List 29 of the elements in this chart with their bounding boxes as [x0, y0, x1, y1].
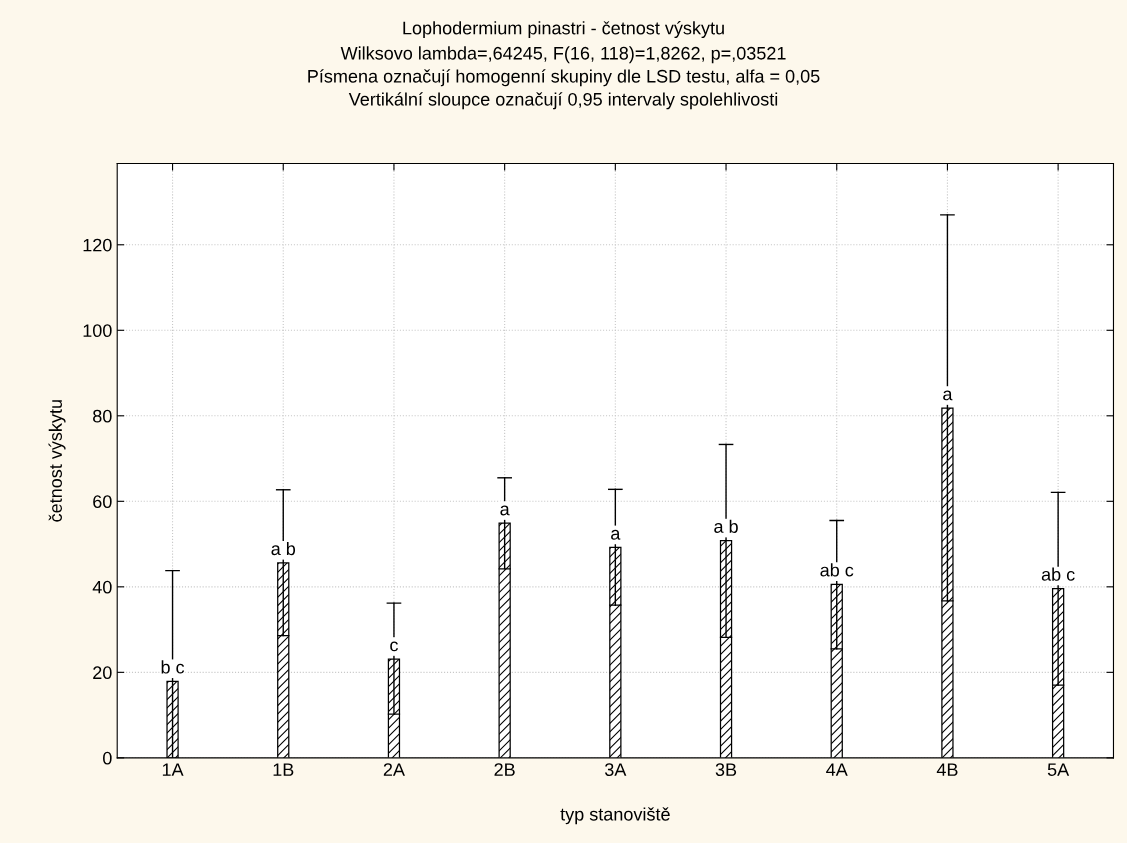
x-tick-label: 4A: [826, 763, 848, 776]
x-tick-label: 5A: [1047, 763, 1070, 776]
y-tick-label: 0: [103, 751, 112, 765]
annotation: ab c: [1041, 567, 1075, 581]
chart-subtitle: Wilksovo lambda=,64245, F(16, 118)=1,8262, p=,03521 Písmena označují homogenní skupiny dle LSD testu, alfa = 0,05 Vertikální sloupce označují 0,95 intervaly spolehlivosti: [308, 46, 820, 110]
y-tick-label: 120: [83, 238, 112, 252]
x-tick-label: 2B: [494, 763, 515, 776]
x-tick-label: 2A: [383, 763, 405, 776]
y-tick-label: 80: [93, 409, 112, 423]
y-tick-label: 40: [92, 580, 112, 594]
x-tick-label: 3A: [604, 763, 627, 776]
annotation: ab c: [820, 563, 854, 577]
x-tick-label: 4B: [936, 763, 958, 776]
x-tick-label: 3B: [715, 763, 737, 776]
x-tick-label: 1A: [162, 763, 184, 776]
annotation: a: [943, 390, 953, 401]
y-tick-label: 60: [93, 495, 112, 509]
annotation: a: [611, 529, 621, 540]
x-tick-label: 1B: [273, 763, 294, 776]
y-tick-label: 20: [93, 666, 112, 680]
annotation: a b: [271, 541, 296, 556]
annotation: a b: [714, 519, 738, 533]
annotation: b c: [161, 660, 185, 674]
y-tick-label: 100: [83, 324, 112, 338]
annotation: c: [390, 641, 398, 652]
chart-title: Lophodermium pinastri - četnost výskytu: [403, 20, 724, 39]
annotation: a: [500, 505, 510, 516]
x-axis-title: typ stanoviště: [560, 807, 670, 825]
y-axis-title: četnost výskytu: [48, 400, 66, 522]
